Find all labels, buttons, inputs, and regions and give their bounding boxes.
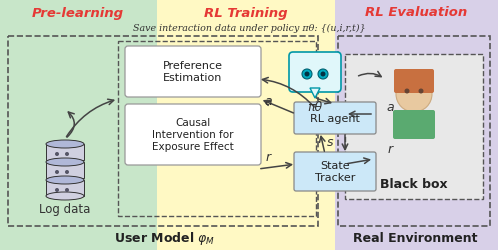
Circle shape xyxy=(55,152,59,156)
Circle shape xyxy=(318,70,328,80)
FancyBboxPatch shape xyxy=(345,55,483,199)
Text: Log data: Log data xyxy=(39,203,91,216)
Ellipse shape xyxy=(46,176,84,184)
Text: r: r xyxy=(387,143,392,156)
Text: πθ: πθ xyxy=(307,101,323,114)
Bar xyxy=(46,180,84,196)
Text: Causal
Intervention for
Exposure Effect: Causal Intervention for Exposure Effect xyxy=(152,118,234,151)
FancyBboxPatch shape xyxy=(125,104,261,165)
Circle shape xyxy=(321,72,326,77)
Bar xyxy=(46,162,84,178)
Circle shape xyxy=(396,77,432,112)
FancyBboxPatch shape xyxy=(294,102,376,134)
Polygon shape xyxy=(310,89,320,99)
Circle shape xyxy=(65,152,69,156)
Bar xyxy=(335,0,498,250)
FancyBboxPatch shape xyxy=(393,110,435,140)
Text: Pre-learning: Pre-learning xyxy=(32,6,124,20)
Text: RL Evaluation: RL Evaluation xyxy=(365,6,467,20)
Text: Preference
Estimation: Preference Estimation xyxy=(163,61,223,82)
FancyBboxPatch shape xyxy=(394,70,434,94)
Text: s: s xyxy=(327,136,333,149)
Ellipse shape xyxy=(46,158,84,166)
Ellipse shape xyxy=(46,192,84,200)
Text: Black box: Black box xyxy=(380,178,448,191)
Circle shape xyxy=(302,70,312,80)
Ellipse shape xyxy=(46,140,84,148)
Text: State
Tracker: State Tracker xyxy=(315,160,355,182)
FancyBboxPatch shape xyxy=(294,152,376,191)
Circle shape xyxy=(65,188,69,192)
Circle shape xyxy=(404,89,409,94)
Bar xyxy=(157,0,335,250)
Text: a: a xyxy=(386,101,394,114)
FancyBboxPatch shape xyxy=(289,53,341,93)
Text: RL agent: RL agent xyxy=(310,114,360,124)
FancyBboxPatch shape xyxy=(125,47,261,98)
Text: User Model $\varphi_M$: User Model $\varphi_M$ xyxy=(115,230,216,246)
Circle shape xyxy=(65,170,69,174)
Bar xyxy=(0,0,157,250)
Circle shape xyxy=(304,72,309,77)
Text: RL Training: RL Training xyxy=(204,6,288,20)
Circle shape xyxy=(55,188,59,192)
Text: Real Environment: Real Environment xyxy=(353,232,477,244)
Bar xyxy=(46,144,84,160)
Text: r: r xyxy=(265,151,270,164)
Text: a: a xyxy=(264,95,272,108)
Circle shape xyxy=(418,89,423,94)
Text: Save interaction data under policy πθ: {(u,i,r,t)}: Save interaction data under policy πθ: {… xyxy=(132,23,366,32)
Circle shape xyxy=(55,170,59,174)
